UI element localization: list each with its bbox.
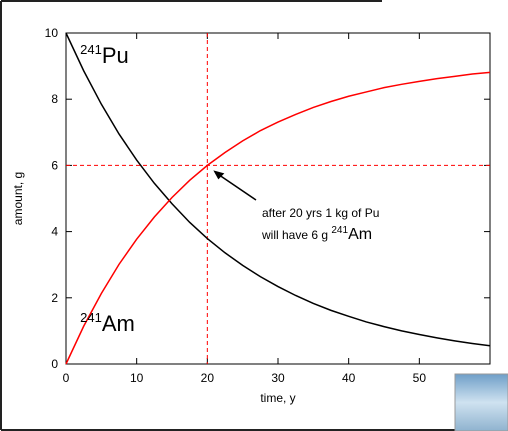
x-tick-label: 0 <box>63 371 70 385</box>
arrow-head <box>213 170 225 180</box>
isotope-mass: 241 <box>331 225 348 236</box>
x-axis-label: time, y <box>260 391 295 405</box>
thumbnail <box>454 373 508 431</box>
data-line <box>65 71 491 365</box>
annotation-line: after 20 yrs 1 kg of Pu <box>262 206 379 220</box>
x-tick-label: 50 <box>413 371 427 385</box>
annotation-line: will have 6 g 241Am <box>261 225 372 243</box>
x-tick-label: 30 <box>271 371 285 385</box>
element-symbol: Pu <box>102 43 129 68</box>
x-tick-label: 40 <box>342 371 356 385</box>
element-symbol: Am <box>102 311 135 336</box>
isotope-mass: 241 <box>80 310 102 325</box>
data-line <box>65 32 491 347</box>
y-tick-label: 0 <box>51 357 58 371</box>
y-tick-label: 6 <box>51 158 58 172</box>
x-tick-label: 10 <box>130 371 144 385</box>
x-tick-label: 20 <box>201 371 215 385</box>
curve-label: 241Am <box>80 310 135 336</box>
y-tick-label: 4 <box>51 225 58 239</box>
arrow <box>214 171 257 201</box>
y-axis-label: amount, g <box>11 172 25 225</box>
y-tick-label: 10 <box>45 26 59 40</box>
annotation-text: will have 6 g <box>261 228 331 242</box>
y-tick-label: 8 <box>51 92 58 106</box>
element-symbol: Am <box>348 226 372 243</box>
isotope-mass: 241 <box>80 42 102 57</box>
y-tick-label: 2 <box>51 291 58 305</box>
curve-label: 241Pu <box>80 42 129 68</box>
